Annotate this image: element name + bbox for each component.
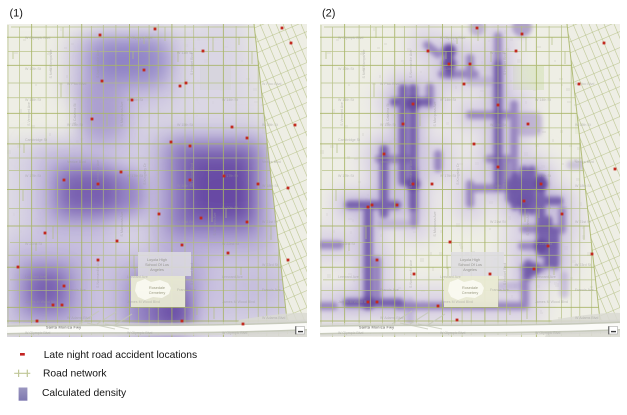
svg-text:Road network: Road network [43,368,107,379]
svg-text:(1): (1) [10,8,23,20]
svg-text:(2): (2) [322,8,335,20]
svg-text:Late night road accident locat: Late night road accident locations [44,350,197,361]
svg-text:Calculated density: Calculated density [42,388,127,399]
